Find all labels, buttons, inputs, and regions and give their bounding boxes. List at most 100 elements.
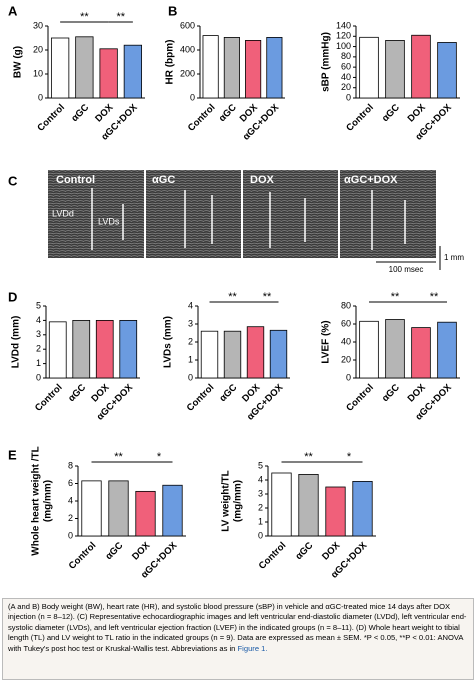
echo-arrows (91, 188, 406, 250)
bar (95, 319, 114, 379)
bar (72, 319, 91, 379)
bar (271, 472, 292, 537)
bar (223, 37, 240, 99)
y-tick-label: 200 (180, 68, 195, 78)
bar (123, 44, 143, 99)
y-tick-label: 4 (36, 315, 41, 325)
bar (266, 37, 283, 99)
y-axis-label: Whole heart weight /TL (31, 446, 42, 555)
y-tick-label: 40 (341, 72, 351, 82)
y-tick-label: 10 (33, 68, 43, 78)
bar (135, 490, 156, 537)
y-tick-label: 20 (33, 44, 43, 54)
y-tick-label: 40 (341, 336, 351, 346)
figure: A B C D E Control αGC DOX αGC+DOX LVDd L… (8, 3, 464, 580)
bar (385, 319, 405, 379)
y-tick-label: 6 (68, 478, 73, 488)
echo-group: Control (56, 174, 95, 186)
y-tick-label: 2 (258, 502, 263, 512)
x-tick-label: Control (35, 102, 67, 134)
y-tick-label: 0 (68, 530, 73, 540)
panel-letter: D (8, 289, 17, 304)
y-tick-label: 20 (341, 354, 351, 364)
echo-images: Control αGC DOX αGC+DOX LVDd LVDs 1 mm 1… (48, 170, 464, 274)
y-tick-label: 4 (258, 474, 263, 484)
x-tick-label: Control (344, 382, 376, 414)
x-tick-label: DOX (406, 102, 429, 125)
x-tick-label: DOX (406, 382, 429, 405)
y-tick-label: 30 (33, 20, 43, 30)
x-tick-label: DOX (320, 540, 343, 563)
bar (50, 37, 70, 99)
y-axis-label: BW (g) (13, 46, 24, 78)
y-axis-label: LVDs (mm) (163, 316, 174, 368)
panel-letter: E (8, 447, 17, 462)
bar (81, 480, 102, 537)
y-tick-label: 400 (180, 44, 195, 54)
y-tick-label: 5 (36, 300, 41, 310)
significance-label: ** (430, 291, 439, 303)
y-tick-label: 60 (341, 318, 351, 328)
panel-letter: B (168, 3, 177, 18)
length-scale: 1 mm (444, 253, 464, 262)
echo-group: αGC (152, 174, 175, 186)
echo-lvdd: LVDd (52, 208, 74, 218)
y-tick-label: 8 (68, 460, 73, 470)
significance-label: ** (116, 11, 125, 23)
x-tick-label: αGC (380, 102, 402, 124)
bar (246, 326, 265, 379)
y-tick-label: 3 (36, 329, 41, 339)
bar (298, 473, 319, 537)
x-tick-label: αGC (380, 382, 402, 404)
y-tick-label: 120 (336, 31, 351, 41)
y-tick-label: 0 (188, 372, 193, 382)
y-tick-label: 1 (258, 516, 263, 526)
bar (359, 36, 379, 99)
bar (359, 320, 379, 379)
bar (75, 36, 94, 99)
x-tick-label: αGC (69, 102, 91, 124)
y-axis-label: LVDd (mm) (11, 316, 22, 369)
y-tick-label: 0 (346, 92, 351, 102)
significance-label: ** (80, 11, 89, 23)
bar (352, 480, 373, 537)
caption-link[interactable]: Figure 1. (237, 643, 268, 653)
bar (437, 321, 457, 379)
x-tick-label: DOX (130, 540, 153, 563)
y-tick-label: 4 (188, 300, 193, 310)
bar (48, 321, 67, 379)
y-tick-label: 140 (336, 20, 351, 30)
y-tick-label: 1 (188, 354, 193, 364)
time-scale: 100 msec (389, 265, 424, 274)
bar (223, 330, 242, 379)
y-tick-label: 80 (341, 300, 351, 310)
y-tick-label: 0 (190, 92, 195, 102)
echo-group: DOX (250, 174, 275, 186)
y-axis-label: sBP (mmHg) (321, 32, 332, 92)
y-tick-label: 20 (341, 82, 351, 92)
y-tick-label: 100 (336, 41, 351, 51)
y-tick-label: 3 (188, 318, 193, 328)
y-tick-label: 600 (180, 20, 195, 30)
y-tick-label: 2 (68, 513, 73, 523)
echo-group: αGC+DOX (344, 174, 398, 186)
panel-letter: A (8, 3, 18, 18)
echo-lvds: LVDs (98, 216, 120, 226)
x-tick-label: Control (257, 540, 289, 572)
significance-label: * (157, 451, 162, 463)
bar (411, 34, 431, 99)
bar (245, 40, 262, 99)
bar (200, 330, 219, 379)
bar (108, 480, 129, 537)
x-tick-label: Control (186, 102, 218, 134)
x-tick-label: Control (67, 540, 99, 572)
x-tick-label: αGC (66, 382, 88, 404)
y-tick-label: 5 (258, 460, 263, 470)
y-tick-label: 80 (341, 51, 351, 61)
y-tick-label: 2 (188, 336, 193, 346)
y-axis-label: LVEF (%) (321, 320, 332, 363)
y-axis-label: (mg/mm) (233, 480, 244, 522)
caption-text: (A and B) Body weight (BW), heart rate (… (8, 602, 467, 653)
significance-label: * (347, 451, 352, 463)
